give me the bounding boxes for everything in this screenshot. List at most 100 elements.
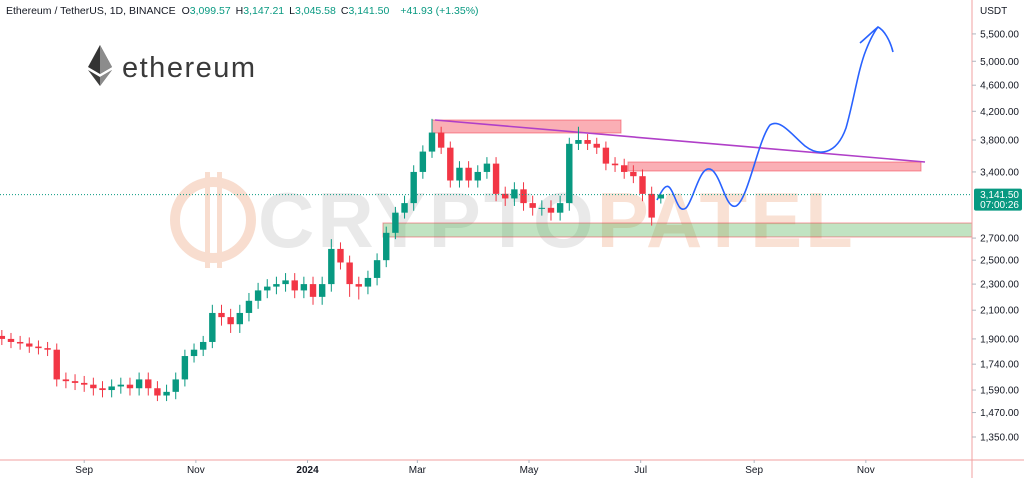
candle-body [35, 346, 42, 349]
candle-body [492, 163, 500, 194]
ohlc-key: H [235, 5, 244, 17]
candle-body [383, 232, 390, 261]
candle-body [547, 207, 555, 213]
candle-body [575, 140, 582, 144]
x-tick-label: Sep [75, 465, 93, 476]
ohlc-key: C [340, 5, 349, 17]
candle-body [0, 335, 6, 339]
y-tick-label: 5,000.00 [980, 57, 1019, 68]
candle-body [410, 171, 417, 204]
candle-body [227, 317, 234, 325]
x-tick-label: Nov [857, 465, 875, 476]
x-tick-label: 2024 [296, 465, 319, 476]
candle-body [71, 381, 79, 383]
candle-body [337, 248, 344, 263]
candle-body [53, 349, 60, 380]
candle-body [630, 171, 637, 177]
x-tick-label: Mar [409, 465, 427, 476]
candle-body [502, 193, 509, 199]
y-tick-label: 3,400.00 [980, 167, 1019, 178]
support-zone [382, 222, 973, 238]
candle-body [401, 203, 408, 213]
y-tick-label: 1,470.00 [980, 408, 1019, 419]
candle-body [7, 338, 15, 342]
candle-body [529, 203, 536, 208]
ohlc-value: 3,045.58 [294, 5, 336, 17]
watermark-part: PATEL [597, 176, 856, 264]
ohlc-value: 3,141.50 [348, 5, 390, 17]
ohlc-value: 3,147.21 [243, 5, 285, 17]
x-tick-label: Nov [187, 465, 205, 476]
candles [0, 118, 665, 402]
candle-body [556, 203, 564, 213]
candle-body [639, 176, 646, 194]
candle-body [264, 286, 271, 291]
candle-body [346, 262, 353, 285]
candle-body [135, 379, 143, 389]
candle-body [245, 300, 253, 313]
candle-body [309, 284, 317, 297]
candle-body [62, 379, 70, 382]
candle-body [318, 284, 326, 297]
candle-body [511, 189, 518, 199]
resistance-zone [627, 161, 922, 172]
candle-body [172, 379, 179, 392]
candle-body [190, 349, 198, 357]
candle-body [218, 312, 225, 318]
candle-body [16, 341, 24, 344]
candle-body [126, 384, 134, 389]
logo-text: ethereum [122, 52, 257, 84]
candle-body [273, 284, 280, 287]
candle-body [520, 189, 527, 204]
projection-path [656, 25, 894, 210]
candle-body [291, 280, 298, 291]
ohlc-key: O [181, 5, 190, 17]
ohlc-key: L [289, 5, 295, 17]
ohlc-legend: O3,099.57 H3,147.21 L3,045.58 C3,141.50 [182, 5, 395, 17]
candle-body [465, 167, 472, 181]
candle-body [26, 343, 33, 347]
candle-body [99, 388, 106, 391]
y-tick-label: 3,800.00 [980, 136, 1019, 147]
y-tick-label: 2,100.00 [980, 306, 1019, 317]
candle-body [428, 132, 436, 152]
x-tick-label: Jul [634, 465, 647, 476]
candle-body [282, 280, 289, 285]
candle-body [419, 151, 427, 172]
y-tick-label: 2,500.00 [980, 256, 1019, 267]
candle-body [437, 132, 445, 148]
y-tick-label: 1,590.00 [980, 386, 1019, 397]
candle-body [181, 356, 189, 380]
candle-body [44, 348, 51, 350]
logo-icon [88, 45, 112, 86]
trendline [434, 119, 926, 163]
y-tick-label: 5,500.00 [980, 29, 1019, 40]
candle-body [154, 388, 161, 396]
candle-body [81, 382, 88, 385]
candle-body [584, 140, 591, 144]
candle-body [254, 290, 262, 301]
candle-body [364, 277, 372, 287]
y-tick-label: 1,350.00 [980, 432, 1019, 443]
x-tick-label: May [520, 465, 539, 476]
candle-body [657, 194, 665, 199]
countdown-label: 07:00:26 [980, 200, 1019, 211]
y-tick-label: 2,300.00 [980, 280, 1019, 291]
candle-body [90, 384, 97, 389]
candle-body [611, 163, 619, 166]
y-tick-label: 1,740.00 [980, 360, 1019, 371]
last-price-box [974, 188, 1022, 211]
candle-body [300, 284, 308, 291]
candle-body [566, 143, 573, 204]
candle-body [209, 312, 216, 342]
chart-header: Ethereum / TetherUS, 1D, BINANCE O3,099.… [6, 5, 479, 17]
candle-body [199, 341, 207, 350]
candle-body [648, 193, 655, 218]
watermark-part: CRYPTO [258, 176, 597, 264]
candle-body [163, 391, 170, 396]
y-unit: USDT [980, 6, 1007, 17]
symbol-title: Ethereum / TetherUS, 1D, BINANCE [6, 5, 176, 17]
candle-body [392, 212, 399, 233]
candle-body [474, 171, 481, 181]
